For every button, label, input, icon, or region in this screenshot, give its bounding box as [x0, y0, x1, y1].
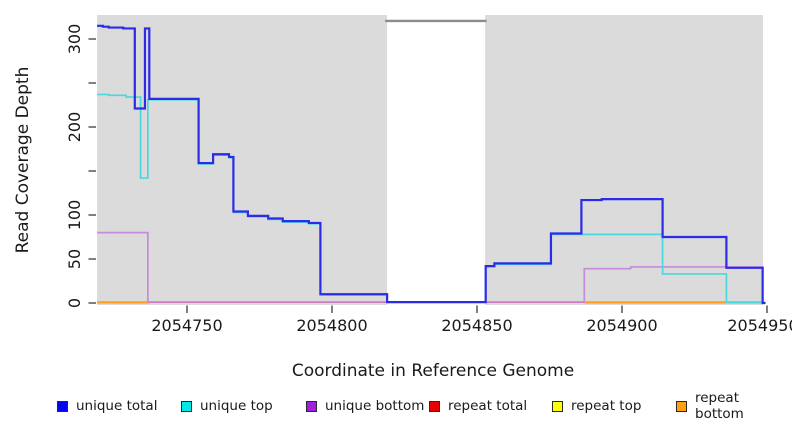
legend-item-repeat-total: repeat total — [429, 398, 527, 414]
y-tick-label: 200 — [65, 111, 84, 143]
legend-swatch-unique-total — [57, 400, 68, 412]
series-line-unique-total — [97, 24, 766, 305]
x-tick-label: 2054950 — [727, 316, 792, 335]
legend-swatch-repeat-top — [552, 400, 563, 412]
x-tick-label: 2054800 — [296, 316, 368, 335]
legend-item-unique-bottom: unique bottom — [306, 398, 424, 414]
x-axis-title: Coordinate in Reference Genome — [291, 361, 575, 381]
covered-region-right — [485, 15, 763, 305]
legend-swatch-repeat-total — [429, 400, 440, 412]
x-tick-label: 2054900 — [586, 316, 658, 335]
legend-swatch-unique-top — [181, 400, 192, 412]
y-tick-label: 300 — [65, 23, 84, 55]
legend-item-unique-total: unique total — [57, 398, 157, 414]
legend-item-repeat-top: repeat top — [552, 398, 641, 414]
legend-label: repeat top — [571, 398, 642, 414]
series-line-unique-bottom — [97, 231, 764, 303]
legend-swatch-repeat-bottom — [676, 400, 687, 412]
y-axis-title: Read Coverage Depth — [13, 66, 33, 254]
legend-label: unique top — [200, 398, 273, 414]
legend-swatch-unique-bottom — [306, 400, 317, 412]
legend-item-unique-top: unique top — [181, 398, 273, 414]
legend-label: unique total — [76, 398, 158, 414]
x-tick-label: 2054750 — [151, 316, 223, 335]
legend-item-repeat-bottom: repeat bottom — [676, 390, 792, 422]
legend: unique total unique top unique bottom re… — [0, 390, 792, 422]
legend-label: repeat total — [448, 398, 528, 414]
y-tick-label: 0 — [65, 297, 84, 309]
legend-label: repeat bottom — [695, 390, 744, 422]
legend-label: unique bottom — [325, 398, 425, 414]
x-tick-label: 2054850 — [441, 316, 513, 335]
